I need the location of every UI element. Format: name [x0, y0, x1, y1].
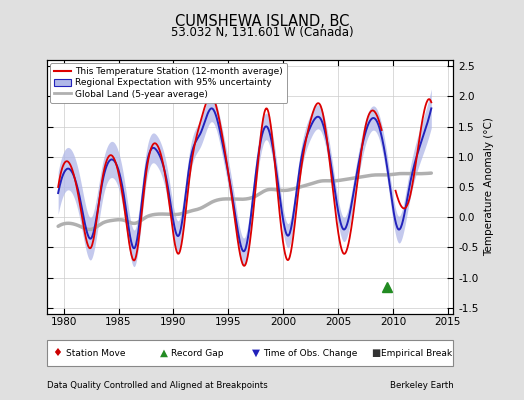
Text: Time of Obs. Change: Time of Obs. Change: [263, 348, 357, 358]
Text: ▲: ▲: [160, 348, 168, 358]
Text: Data Quality Controlled and Aligned at Breakpoints: Data Quality Controlled and Aligned at B…: [47, 381, 268, 390]
Text: ▼: ▼: [252, 348, 259, 358]
Text: Empirical Break: Empirical Break: [381, 348, 453, 358]
Y-axis label: Temperature Anomaly (°C): Temperature Anomaly (°C): [484, 118, 494, 256]
Text: ■: ■: [371, 348, 380, 358]
Text: Berkeley Earth: Berkeley Earth: [389, 381, 453, 390]
Legend: This Temperature Station (12-month average), Regional Expectation with 95% uncer: This Temperature Station (12-month avera…: [50, 63, 287, 103]
Text: Record Gap: Record Gap: [171, 348, 224, 358]
Text: CUMSHEWA ISLAND, BC: CUMSHEWA ISLAND, BC: [175, 14, 349, 29]
Text: 53.032 N, 131.601 W (Canada): 53.032 N, 131.601 W (Canada): [171, 26, 353, 39]
Text: Station Move: Station Move: [66, 348, 125, 358]
Text: ♦: ♦: [52, 348, 62, 358]
